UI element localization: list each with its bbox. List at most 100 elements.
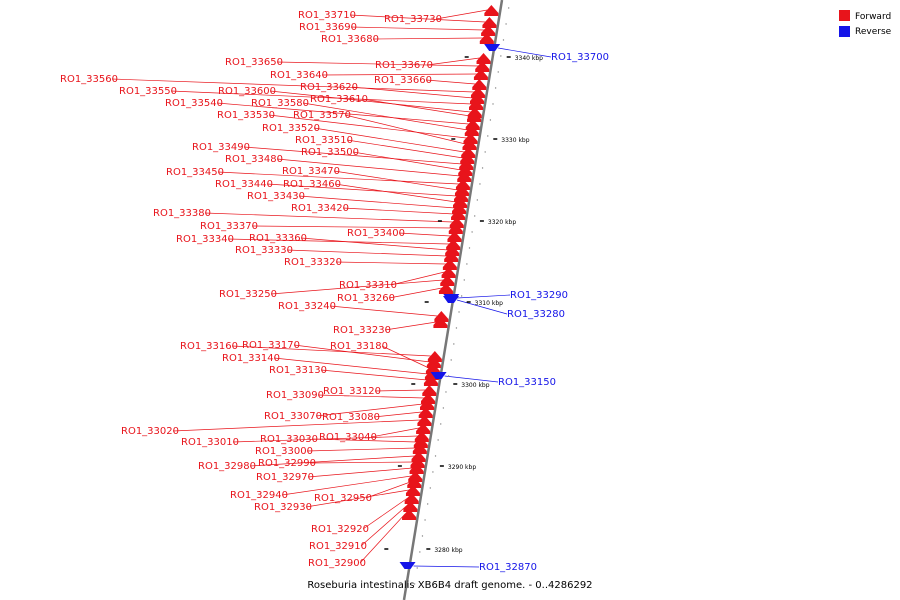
gene-label: RO1_33020 [121, 426, 179, 437]
scale-tick-label: 3290 kbp [448, 464, 476, 471]
minor-tick [429, 487, 431, 489]
minor-tick [481, 167, 484, 169]
minor-tick [434, 455, 437, 457]
gene-label: RO1_33330 [235, 245, 293, 256]
leader-line [329, 305, 438, 317]
leader-line [251, 225, 452, 229]
minor-tick [471, 231, 473, 233]
gene-label: RO1_33550 [119, 86, 177, 97]
gene-arrows [399, 5, 501, 569]
gene-arrow [407, 477, 422, 488]
gene-arrow [481, 25, 496, 36]
minor-tick [426, 503, 429, 505]
minor-tick [484, 151, 486, 153]
leader-line [321, 73, 477, 76]
gene-arrow [442, 259, 457, 270]
gene-label: RO1_33360 [249, 233, 307, 244]
leader-line [204, 212, 453, 223]
leader-line [232, 435, 418, 443]
gene-arrow [440, 275, 455, 286]
minor-tick [502, 39, 505, 41]
gene-label: RO1_33480 [225, 154, 283, 165]
leader-line [373, 411, 422, 418]
gene-arrow [469, 99, 484, 110]
gene-label: RO1_33700 [551, 52, 609, 63]
gene-label: RO1_33510 [295, 135, 353, 146]
gene-arrow [444, 251, 459, 262]
leader-line [374, 389, 426, 392]
gene-arrow [479, 33, 494, 44]
minor-tick [466, 263, 468, 265]
leader-line [293, 344, 430, 363]
gene-arrow [433, 317, 448, 328]
leader-line [359, 513, 406, 564]
leader-line [281, 475, 412, 496]
gene-label: RO1_33730 [384, 14, 442, 25]
leader-line [273, 357, 428, 375]
gene-arrow [451, 209, 466, 220]
minor-tick [440, 423, 442, 425]
legend-reverse-swatch [839, 26, 850, 37]
leader-line [269, 90, 471, 113]
gene-arrow [409, 463, 424, 474]
gene-arrow [427, 351, 442, 362]
gene-label: RO1_33710 [298, 10, 356, 21]
gene-arrow [402, 509, 417, 520]
minor-tick [507, 7, 510, 9]
leader-line [317, 394, 425, 399]
gene-label: RO1_33340 [176, 234, 234, 245]
gene-arrow [472, 79, 487, 90]
leader-line [217, 171, 459, 185]
leader-line [370, 427, 420, 438]
leader-line [372, 37, 483, 40]
leader-line [498, 47, 552, 58]
gene-label: RO1_33500 [301, 147, 359, 158]
gene-label: RO1_33080 [322, 412, 380, 423]
gene-arrow [475, 61, 490, 72]
gene-label: RO1_33320 [284, 257, 342, 268]
scale-tick-label: 3310 kbp [475, 300, 503, 307]
gene-label: RO1_33120 [323, 386, 381, 397]
gene-arrow [446, 239, 461, 250]
leader-line [362, 497, 408, 530]
leader-line [307, 467, 413, 478]
minor-tick [421, 535, 424, 537]
gene-arrow [454, 185, 469, 196]
gene-arrow [410, 457, 425, 468]
minor-tick [450, 359, 452, 361]
gene-arrow [422, 385, 437, 396]
gene-label: RO1_33560 [60, 74, 118, 85]
gene-arrow [399, 562, 416, 569]
leader-line [426, 57, 480, 66]
gene-label: RO1_33230 [333, 325, 391, 336]
leader-line [413, 565, 480, 568]
gene-arrow [469, 93, 484, 104]
gene-arrow [430, 372, 447, 379]
gene-arrow [453, 197, 468, 208]
gene-arrow [420, 393, 435, 404]
gene-arrow [470, 87, 485, 98]
leader-line [384, 321, 437, 331]
gene-arrow [461, 147, 476, 158]
leader-line [243, 146, 463, 165]
gene-label: RO1_33090 [266, 390, 324, 401]
leader-line [227, 238, 450, 245]
gene-label: RO1_33450 [166, 167, 224, 178]
gene-arrow [411, 451, 426, 462]
minor-tick [419, 551, 421, 553]
gene-label: RO1_33250 [219, 289, 277, 300]
gene-arrow [412, 443, 427, 454]
gene-label: RO1_33000 [255, 446, 313, 457]
gene-label: RO1_33040 [319, 432, 377, 443]
gene-arrow [463, 133, 478, 144]
leader-line [435, 9, 488, 20]
minor-tick [492, 103, 494, 105]
leader-line [342, 207, 455, 215]
leader-line [276, 158, 461, 177]
leader-line [286, 249, 448, 257]
legend: Forward Reverse [839, 10, 892, 37]
gene-arrow [467, 111, 482, 122]
gene-arrow [473, 69, 488, 80]
